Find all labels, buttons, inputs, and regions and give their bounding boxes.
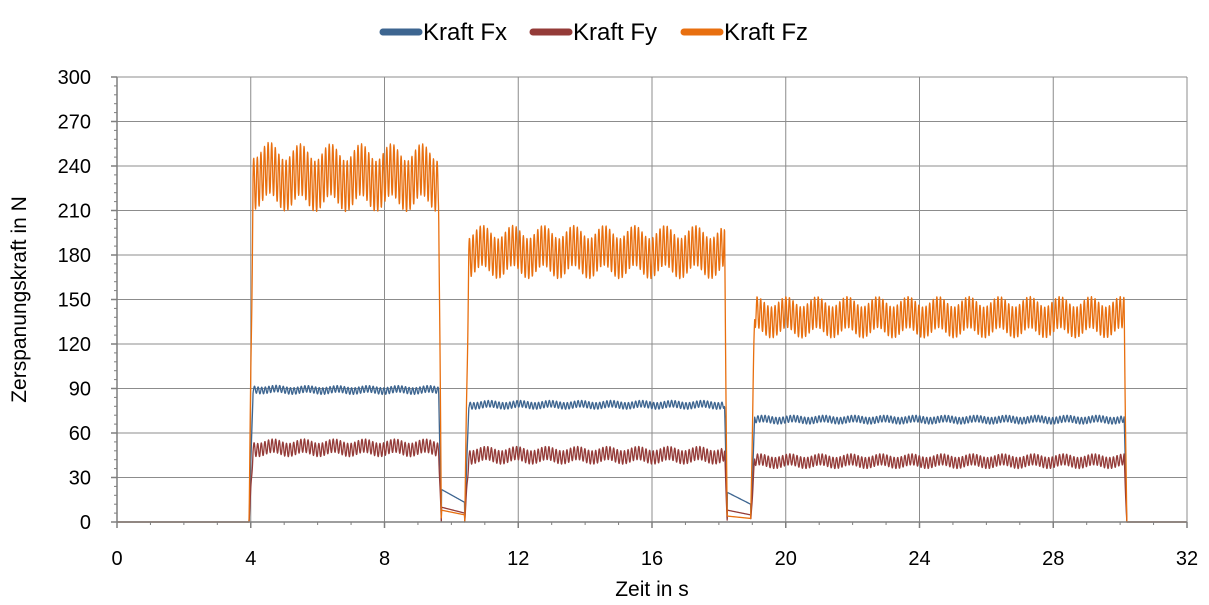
y-tick-label: 300 [58,67,91,89]
y-tick-label: 30 [69,468,91,490]
x-tick-label: 0 [111,548,122,570]
x-tick-label: 16 [641,548,663,570]
x-tick-label: 24 [908,548,930,570]
x-tick-label: 28 [1042,548,1064,570]
y-tick-label: 120 [58,334,91,356]
y-tick-label: 180 [58,245,91,267]
y-tick-label: 60 [69,423,91,445]
y-tick-label: 240 [58,156,91,178]
series-line-kraft-fy [116,438,1188,523]
legend-label: Kraft Fz [724,19,808,46]
y-tick-label: 0 [80,512,91,534]
x-tick-label: 20 [775,548,797,570]
x-axis-title: Zeit in s [615,578,689,601]
axis-layer: 0 30 60 90 120 150 180 210 240 270 300 0 4 8 12 16 20 24 2… [58,67,1199,570]
y-tick-label: 210 [58,201,91,223]
x-tick-label: 8 [379,548,390,570]
y-tick-label: 150 [58,290,91,312]
x-tick-label: 12 [507,548,529,570]
x-tick-label: 32 [1176,548,1198,570]
legend-label: Kraft Fx [423,19,507,46]
x-tick-label: 4 [245,548,256,570]
legend-label: Kraft Fy [573,19,657,46]
legend: Kraft Fx Kraft Fy Kraft Fz [379,19,808,46]
y-tick-label: 270 [58,112,91,134]
y-tick-label: 90 [69,379,91,401]
series-line-kraft-fz [116,141,1188,523]
series-layer [116,141,1188,523]
y-axis-title: Zerspanungskraft in N [8,196,31,403]
series-line-kraft-fx [116,384,1188,523]
